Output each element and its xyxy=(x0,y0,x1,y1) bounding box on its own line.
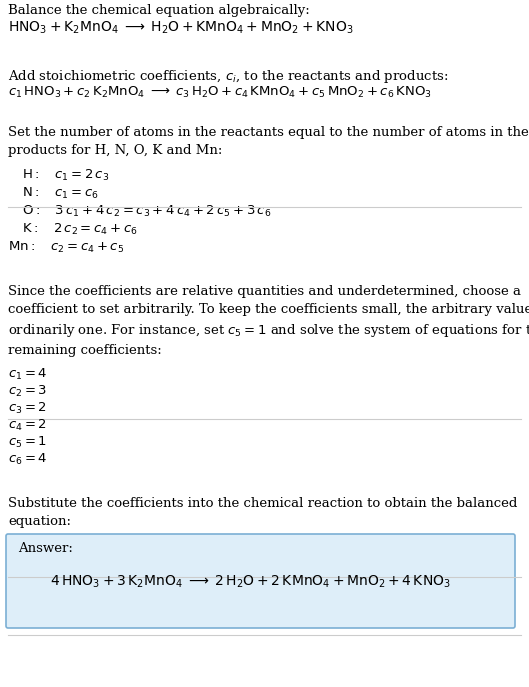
Text: $\mathrm{Mn{:}}\quad c_2 = c_4 + c_5$: $\mathrm{Mn{:}}\quad c_2 = c_4 + c_5$ xyxy=(8,240,124,255)
Text: $\mathrm{N{:}}\quad c_1 = c_6$: $\mathrm{N{:}}\quad c_1 = c_6$ xyxy=(22,186,99,201)
Text: Since the coefficients are relative quantities and underdetermined, choose a
coe: Since the coefficients are relative quan… xyxy=(8,285,529,357)
Text: $c_4 = 2$: $c_4 = 2$ xyxy=(8,418,47,433)
Text: $\mathrm{O{:}}\quad 3\,c_1 + 4\,c_2 = c_3 + 4\,c_4 + 2\,c_5 + 3\,c_6$: $\mathrm{O{:}}\quad 3\,c_1 + 4\,c_2 = c_… xyxy=(22,204,271,219)
Text: Set the number of atoms in the reactants equal to the number of atoms in the
pro: Set the number of atoms in the reactants… xyxy=(8,126,529,157)
Text: Balance the chemical equation algebraically:: Balance the chemical equation algebraica… xyxy=(8,4,310,17)
Text: $c_6 = 4$: $c_6 = 4$ xyxy=(8,452,48,467)
Text: $\mathrm{HNO_3 + K_2MnO_4 \;\longrightarrow\; H_2O + KMnO_4 + MnO_2 + KNO_3}$: $\mathrm{HNO_3 + K_2MnO_4 \;\longrightar… xyxy=(8,20,353,36)
Text: $c_1 = 4$: $c_1 = 4$ xyxy=(8,367,48,382)
Text: $c_2 = 3$: $c_2 = 3$ xyxy=(8,384,47,399)
Text: $c_3 = 2$: $c_3 = 2$ xyxy=(8,401,47,416)
FancyBboxPatch shape xyxy=(6,534,515,628)
Text: Add stoichiometric coefficients, $c_i$, to the reactants and products:: Add stoichiometric coefficients, $c_i$, … xyxy=(8,68,449,85)
Text: $\mathrm{H{:}}\quad c_1 = 2\,c_3$: $\mathrm{H{:}}\quad c_1 = 2\,c_3$ xyxy=(22,168,110,183)
Text: Substitute the coefficients into the chemical reaction to obtain the balanced
eq: Substitute the coefficients into the che… xyxy=(8,497,517,528)
Text: $c_5 = 1$: $c_5 = 1$ xyxy=(8,435,47,450)
Text: $4\,\mathrm{HNO_3} + 3\,\mathrm{K_2MnO_4} \;\longrightarrow\; 2\,\mathrm{H_2O} +: $4\,\mathrm{HNO_3} + 3\,\mathrm{K_2MnO_4… xyxy=(50,574,451,590)
Text: $c_1\,\mathrm{HNO_3} + c_2\,\mathrm{K_2MnO_4} \;\longrightarrow\; c_3\,\mathrm{H: $c_1\,\mathrm{HNO_3} + c_2\,\mathrm{K_2M… xyxy=(8,85,432,100)
Text: Answer:: Answer: xyxy=(18,542,73,555)
Text: $\mathrm{K{:}}\quad 2\,c_2 = c_4 + c_6$: $\mathrm{K{:}}\quad 2\,c_2 = c_4 + c_6$ xyxy=(22,222,138,237)
